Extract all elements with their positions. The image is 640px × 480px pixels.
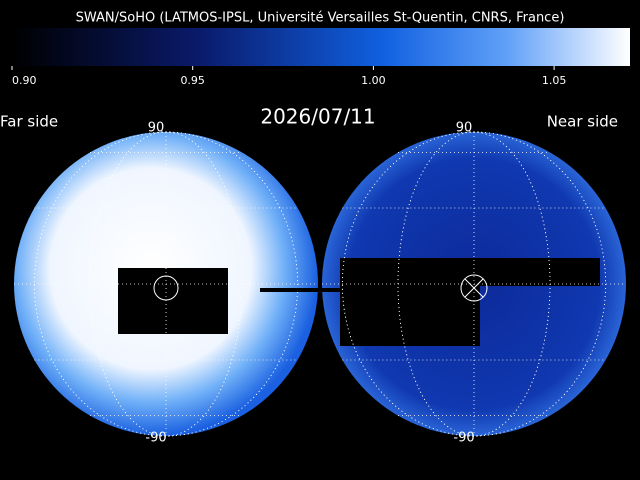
far-globe — [14, 131, 318, 437]
tick-label: 0.95 — [180, 74, 205, 87]
far-side-label: Far side — [0, 113, 58, 131]
south-label: -90 — [453, 431, 474, 446]
meridian — [89, 131, 243, 437]
meridian — [341, 131, 607, 437]
north-label: 90 — [148, 121, 165, 136]
tick-label: 1.00 — [361, 74, 386, 87]
near-side-label: Near side — [547, 113, 618, 131]
colorbar — [12, 28, 630, 66]
title: SWAN/SoHO (LATMOS-IPSL, Université Versa… — [76, 11, 565, 26]
north-label: 90 — [456, 121, 473, 136]
south-label: -90 — [145, 431, 166, 446]
meridian — [33, 131, 299, 437]
date: 2026/07/11 — [260, 105, 375, 129]
tick-label: 0.90 — [12, 74, 37, 87]
near-globe — [260, 131, 626, 437]
meridian — [397, 131, 551, 437]
tick-label: 1.05 — [542, 74, 567, 87]
